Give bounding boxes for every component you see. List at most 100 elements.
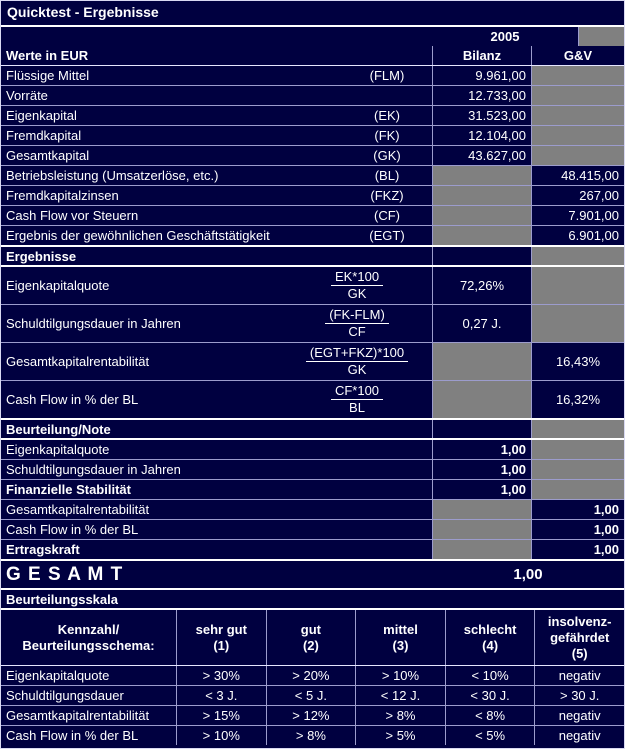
note-label-cell: Ertragskraft bbox=[1, 540, 432, 559]
row-label-cell: Eigenkapital (EK) bbox=[1, 106, 432, 125]
gv-value-cell[interactable]: 6.901,00 bbox=[531, 226, 624, 245]
row-label: Vorräte bbox=[6, 88, 48, 103]
note-row-cashflow-prozent: Cash Flow in % der BL 1,00 bbox=[1, 520, 624, 540]
skala-col-grade: (1) bbox=[213, 637, 230, 653]
skala-col-header-gut: gut (2) bbox=[265, 610, 356, 665]
note-row-finanzielle-stabilitaet: Finanzielle Stabilität 1,00 bbox=[1, 480, 624, 500]
section-heading-beurteilungsskala: Beurteilungsskala bbox=[1, 590, 624, 610]
gv-empty-cell bbox=[531, 126, 624, 145]
skala-row-label: Cash Flow in % der BL bbox=[6, 728, 139, 743]
skala-col-grade: (4) bbox=[482, 637, 499, 653]
skala-corner-line2: Beurteilungsschema: bbox=[22, 637, 155, 653]
skala-cell: > 30% bbox=[176, 666, 266, 685]
bilanz-empty-cell bbox=[432, 540, 531, 559]
skala-row-eigenkapitalquote: Eigenkapitalquote > 30% > 20% > 10% < 10… bbox=[1, 666, 624, 686]
gv-result-cell: 16,32% bbox=[531, 381, 624, 418]
skala-heading-label: Beurteilungsskala bbox=[6, 591, 118, 607]
bilanz-value-cell[interactable]: 12.733,00 bbox=[432, 86, 531, 105]
row-code: (CF) bbox=[374, 208, 400, 223]
gesamt-value: 1,00 bbox=[513, 566, 543, 583]
skala-row-gesamtkapitalrentabilitaet: Gesamtkapitalrentabilität > 15% > 12% > … bbox=[1, 706, 624, 726]
skala-cell: > 12% bbox=[265, 706, 356, 725]
note-label: Cash Flow in % der BL bbox=[6, 522, 139, 537]
bilanz-empty-cell bbox=[432, 343, 531, 380]
bottom-filler bbox=[1, 745, 624, 748]
bilanz-empty-cell bbox=[432, 226, 531, 245]
formula-numerator: EK*100 bbox=[330, 269, 384, 286]
note-label: Gesamtkapitalrentabilität bbox=[6, 502, 150, 517]
bilanz-note-cell: 1,00 bbox=[432, 460, 531, 479]
skala-cell: negativ bbox=[534, 726, 624, 745]
heading-gray-cell bbox=[531, 420, 624, 438]
year-row-empty bbox=[1, 27, 432, 46]
skala-cell: > 8% bbox=[265, 726, 356, 745]
bilanz-empty-cell bbox=[432, 381, 531, 418]
gv-value-cell[interactable]: 267,00 bbox=[531, 186, 624, 205]
sheet-title: Quicktest - Ergebnisse bbox=[1, 1, 624, 27]
gesamt-label: G E S A M T bbox=[6, 563, 124, 585]
skala-cell: < 3 J. bbox=[176, 686, 266, 705]
table-row-gesamtkapital: Gesamtkapital (GK) 43.627,00 bbox=[1, 146, 624, 166]
ratio-label: Schuldtilgungsdauer in Jahren bbox=[6, 316, 181, 331]
note-label: Eigenkapitalquote bbox=[6, 442, 110, 457]
gv-empty-cell bbox=[531, 106, 624, 125]
note-label-cell: Finanzielle Stabilität bbox=[1, 480, 432, 499]
row-label: Betriebsleistung (Umsatzerlöse, etc.) bbox=[6, 168, 219, 183]
gv-empty-cell bbox=[531, 305, 624, 342]
note-row-ertragskraft: Ertragskraft 1,00 bbox=[1, 540, 624, 559]
skala-cell: negativ bbox=[534, 666, 624, 685]
heading-empty-cell bbox=[432, 247, 531, 265]
bilanz-value-cell[interactable]: 12.104,00 bbox=[432, 126, 531, 145]
note-row-eigenkapitalquote: Eigenkapitalquote 1,00 bbox=[1, 440, 624, 460]
bilanz-note-cell: 1,00 bbox=[432, 480, 531, 499]
row-label: Gesamtkapital bbox=[6, 148, 90, 163]
gv-result-cell: 16,43% bbox=[531, 343, 624, 380]
formula-numerator: (FK-FLM) bbox=[325, 307, 389, 324]
bilanz-value-cell[interactable]: 31.523,00 bbox=[432, 106, 531, 125]
gv-note-cell: 1,00 bbox=[531, 520, 624, 539]
bilanz-column-header: Bilanz bbox=[432, 46, 531, 65]
skala-col-header-sehr-gut: sehr gut (1) bbox=[176, 610, 266, 665]
note-label: Ertragskraft bbox=[6, 542, 80, 557]
bilanz-value-cell[interactable]: 9.961,00 bbox=[432, 66, 531, 85]
skala-col-grade: (3) bbox=[392, 637, 409, 653]
corner-gray-cell bbox=[578, 27, 624, 46]
ratio-row-gesamtkapitalrentabilitaet: Gesamtkapitalrentabilität (EGT+FKZ)*100 … bbox=[1, 343, 624, 381]
gv-empty-cell bbox=[531, 267, 624, 304]
table-row-vorraete: Vorräte 12.733,00 bbox=[1, 86, 624, 106]
bilanz-empty-cell bbox=[432, 520, 531, 539]
skala-cell: < 12 J. bbox=[355, 686, 445, 705]
note-label-cell: Schuldtilgungsdauer in Jahren bbox=[1, 460, 432, 479]
werte-in-eur-label: Werte in EUR bbox=[6, 48, 89, 63]
gv-column-header: G&V bbox=[531, 46, 624, 65]
gesamt-row: G E S A M T 1,00 bbox=[1, 559, 624, 590]
bilanz-value-cell[interactable]: 43.627,00 bbox=[432, 146, 531, 165]
skala-cell: > 30 J. bbox=[534, 686, 624, 705]
row-label-cell: Fremdkapital (FK) bbox=[1, 126, 432, 145]
row-label-cell: Vorräte bbox=[1, 86, 432, 105]
row-code: (BL) bbox=[374, 168, 400, 183]
skala-col-grade: (5) bbox=[571, 645, 588, 661]
row-label-cell: Cash Flow vor Steuern (CF) bbox=[1, 206, 432, 225]
row-label: Fremdkapital bbox=[6, 128, 82, 143]
bilanz-result-cell: 0,27 J. bbox=[432, 305, 531, 342]
bilanz-empty-cell bbox=[432, 166, 531, 185]
skala-row-schuldtilgungsdauer: Schuldtilgungsdauer < 3 J. < 5 J. < 12 J… bbox=[1, 686, 624, 706]
row-code: (GK) bbox=[373, 148, 401, 163]
skala-col-name: schlecht bbox=[463, 621, 517, 637]
ratio-row-schuldtilgungsdauer: Schuldtilgungsdauer in Jahren (FK-FLM) C… bbox=[1, 305, 624, 343]
skala-col-name: sehr gut bbox=[195, 621, 247, 637]
table-row-fremdkapitalzinsen: Fremdkapitalzinsen (FKZ) 267,00 bbox=[1, 186, 624, 206]
gv-empty-cell bbox=[531, 460, 624, 479]
row-code: (EGT) bbox=[369, 228, 405, 243]
skala-col-header-mittel: mittel (3) bbox=[355, 610, 445, 665]
skala-cell: < 30 J. bbox=[444, 686, 535, 705]
gv-value-cell[interactable]: 48.415,00 bbox=[531, 166, 624, 185]
skala-cell: > 5% bbox=[355, 726, 445, 745]
heading-gray-cell bbox=[531, 247, 624, 265]
gv-value-cell[interactable]: 7.901,00 bbox=[531, 206, 624, 225]
row-label: Cash Flow vor Steuern bbox=[6, 208, 139, 223]
note-row-schuldtilgungsdauer: Schuldtilgungsdauer in Jahren 1,00 bbox=[1, 460, 624, 480]
skala-col-header-schlecht: schlecht (4) bbox=[444, 610, 535, 665]
